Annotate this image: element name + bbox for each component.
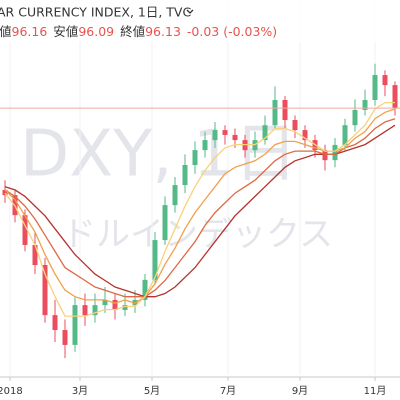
moving-average (4, 118, 396, 298)
watermark-name: ドルインデックス (62, 215, 333, 255)
candle-body (152, 240, 158, 280)
stat-label: 値 (0, 24, 12, 39)
candle-body (72, 305, 78, 345)
candle-body (342, 125, 348, 145)
candle-body (122, 305, 128, 310)
dropdown-chevron[interactable] (186, 9, 194, 14)
stat-value: 96.09 (78, 24, 114, 39)
candle-body (92, 305, 98, 316)
candle-body (352, 110, 358, 126)
candle-body (182, 165, 188, 186)
candle-body (2, 189, 8, 196)
plot (0, 0, 400, 375)
change: -0.03 (-0.03%) (187, 24, 277, 39)
candle-body (212, 130, 218, 141)
candle-body (192, 150, 198, 166)
candle-body (62, 330, 68, 345)
candle-body (382, 75, 388, 86)
moving-average (4, 101, 395, 317)
x-tick-label: 11月 (364, 385, 387, 397)
candle-body (202, 140, 208, 151)
candle-body (22, 215, 28, 245)
candle-body (302, 130, 308, 141)
x-tick-label: 9月 (292, 385, 308, 397)
symbol-title[interactable]: AR CURRENCY INDEX, 1日, TVC (0, 5, 191, 20)
candle-body (332, 144, 338, 161)
x-tick-label: 2018 (0, 386, 23, 397)
ohlc-legend: 値96.16 安値96.09 終値96.13 -0.03 (-0.03%) (0, 24, 277, 39)
candle-body (112, 299, 118, 310)
candle-body (272, 99, 278, 126)
candle-body (372, 75, 378, 100)
header-bg (0, 0, 400, 42)
candle-body (82, 305, 88, 316)
x-tick-label: 3月 (72, 385, 88, 397)
candle-body (392, 85, 398, 109)
candle-body (32, 244, 38, 265)
stat-value: 96.13 (145, 24, 181, 39)
stat-label: 安値 (53, 24, 78, 39)
background-layer: DXY, 1日 ドルインデックス (20, 118, 333, 255)
candle-body (362, 99, 368, 111)
x-tick-label: 7月 (220, 385, 236, 397)
candle-body (262, 125, 268, 141)
candle-body (232, 134, 238, 141)
stat-label: 終値 (120, 24, 145, 39)
candle-body (172, 185, 178, 206)
candle-body (142, 279, 148, 300)
watermark-symbol: DXY, 1日 (20, 118, 298, 192)
candle-body (162, 205, 168, 241)
x-tick-label: 5月 (144, 385, 160, 397)
candle-body (102, 299, 108, 306)
candle-body (42, 264, 48, 316)
stat-value: 96.16 (12, 24, 48, 39)
candle-body (282, 99, 288, 121)
candle-body (222, 130, 228, 135)
candle-body (292, 120, 298, 131)
candle-body (322, 150, 328, 161)
candle-body (52, 315, 58, 331)
